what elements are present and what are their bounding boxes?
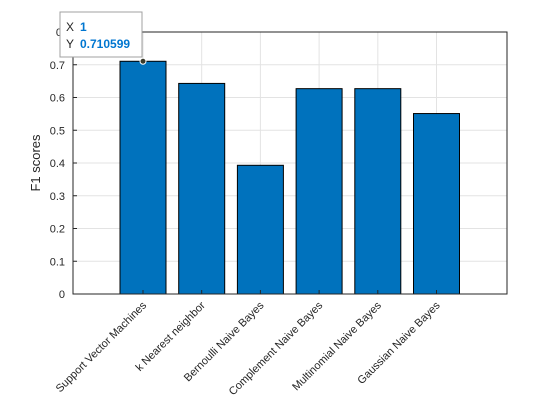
bar[interactable]	[236, 164, 284, 295]
y-tick-label: 0.2	[50, 224, 65, 236]
datatip[interactable]: X 1 Y 0.710599	[59, 11, 147, 65]
y-tick-label: 0	[59, 289, 65, 301]
bar[interactable]	[295, 88, 343, 295]
y-tick-label: 0.4	[50, 158, 65, 170]
bars[interactable]	[119, 60, 460, 295]
x-tick-label: Support Vector Machines	[54, 299, 150, 395]
y-axis-title: F1 scores	[28, 134, 43, 192]
axis-ticks	[73, 31, 437, 295]
datatip-x-value: 1	[80, 20, 87, 34]
y-tick-label: 0.7	[50, 60, 65, 72]
bar[interactable]	[354, 88, 402, 295]
y-tick-label: 0.3	[50, 191, 65, 203]
bar[interactable]	[178, 82, 226, 295]
datatip-x-key: X	[66, 20, 74, 34]
y-tick-label: 0.6	[50, 93, 65, 105]
datatip-y-key: Y	[66, 37, 74, 51]
bar[interactable]	[413, 113, 460, 295]
datatip-marker	[139, 57, 147, 65]
x-tick-label: Complement Naive Bayes	[227, 299, 326, 398]
datatip-y-value: 0.710599	[80, 37, 130, 51]
y-tick-labels: 00.10.20.30.40.50.60.70.	[50, 27, 65, 301]
y-tick-label: 0.1	[50, 256, 65, 268]
datatip-box	[59, 11, 143, 58]
bar[interactable]	[119, 60, 167, 295]
y-tick-label: 0.5	[50, 125, 65, 137]
